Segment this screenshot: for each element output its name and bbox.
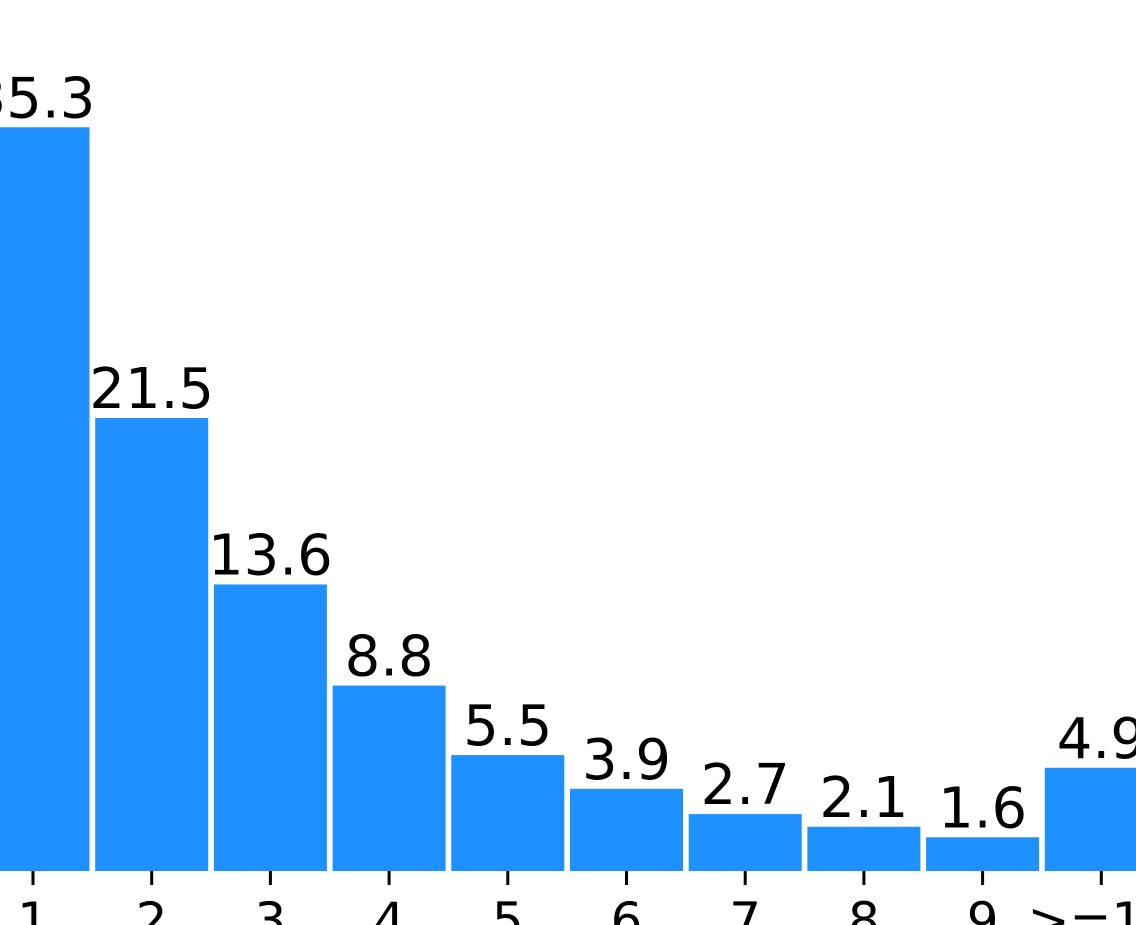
x-tick-label: 9 <box>967 892 999 925</box>
data-label: 3.9 <box>582 728 671 793</box>
bar <box>1044 767 1136 871</box>
x-tick-label: 7 <box>729 892 761 925</box>
data-label: 1.6 <box>938 776 1027 841</box>
x-tick-label: 6 <box>611 892 643 925</box>
data-label: 2.7 <box>701 753 790 818</box>
bar <box>332 685 446 871</box>
bar <box>926 837 1040 871</box>
x-tick-label: 8 <box>848 892 880 925</box>
data-label: 13.6 <box>208 523 333 588</box>
bar <box>451 755 565 871</box>
bar <box>688 814 802 871</box>
bar <box>95 418 209 871</box>
x-tick-label: >=10 <box>1028 892 1136 925</box>
data-label: 5.5 <box>463 694 552 759</box>
data-label: 2.1 <box>819 766 908 831</box>
data-label: 21.5 <box>89 357 214 422</box>
bar <box>570 788 683 871</box>
bar <box>213 584 327 871</box>
data-label: 8.8 <box>345 625 434 690</box>
x-tick-label: 4 <box>373 892 405 925</box>
x-tick-label: 1 <box>17 892 49 925</box>
bar <box>807 826 921 871</box>
x-tick-label: 2 <box>136 892 168 925</box>
x-tick-label: 3 <box>254 892 286 925</box>
data-label: 4.9 <box>1057 707 1136 772</box>
data-label: 35.3 <box>0 66 95 131</box>
bar <box>0 127 90 871</box>
x-tick-label: 5 <box>492 892 524 925</box>
